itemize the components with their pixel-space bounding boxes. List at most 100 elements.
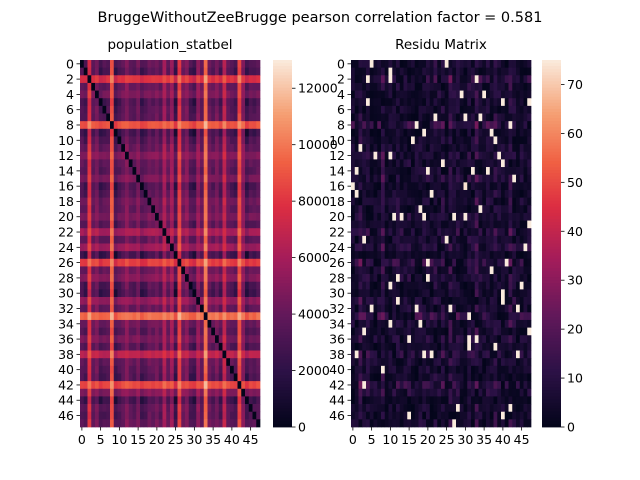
- heatmap-cell: [230, 167, 235, 176]
- heatmap-cell: [252, 228, 257, 237]
- heatmap-cell: [354, 182, 359, 191]
- heatmap-cell: [418, 266, 423, 275]
- heatmap-cell: [426, 365, 431, 374]
- heatmap-cell: [162, 266, 167, 275]
- heatmap-cell: [106, 144, 111, 153]
- heatmap-cell: [200, 75, 205, 84]
- heatmap-cell: [486, 67, 491, 76]
- heatmap-cell: [83, 281, 88, 290]
- y-tick-label: 40: [58, 362, 74, 377]
- heatmap-cell: [87, 90, 92, 99]
- heatmap-cell: [218, 151, 223, 160]
- heatmap-cell: [113, 189, 118, 198]
- heatmap-cell: [463, 189, 468, 198]
- heatmap-cell: [158, 350, 163, 359]
- heatmap-cell: [504, 220, 509, 229]
- heatmap-cell: [143, 381, 148, 390]
- colorbar-swatch: [542, 105, 561, 110]
- heatmap-cell: [121, 281, 126, 290]
- heatmap-cell: [136, 151, 141, 160]
- heatmap-cell: [418, 373, 423, 382]
- heatmap-cell: [486, 297, 491, 306]
- heatmap-cell: [158, 251, 163, 260]
- heatmap-cell: [102, 82, 107, 91]
- heatmap-cell: [215, 365, 220, 374]
- heatmap-cell: [519, 189, 524, 198]
- heatmap-cell: [140, 82, 145, 91]
- heatmap-cell: [459, 60, 464, 68]
- heatmap-cell: [456, 82, 461, 91]
- heatmap-cell: [200, 212, 205, 221]
- heatmap-cell: [98, 182, 103, 191]
- heatmap-cell: [166, 82, 171, 91]
- heatmap-cell: [392, 297, 397, 306]
- heatmap-cell: [369, 388, 374, 397]
- heatmap-cell: [132, 258, 137, 267]
- heatmap-cell: [482, 182, 487, 191]
- heatmap-cell: [497, 228, 502, 237]
- heatmap-cell: [351, 289, 356, 298]
- heatmap-cell: [444, 243, 449, 252]
- heatmap-cell: [140, 98, 145, 107]
- heatmap-cell: [241, 144, 246, 153]
- heatmap-cell: [230, 60, 235, 68]
- heatmap-cell: [351, 159, 356, 168]
- heatmap-cell: [132, 220, 137, 229]
- heatmap-cell: [211, 182, 216, 191]
- heatmap-cell: [523, 220, 528, 229]
- heatmap-cell: [366, 297, 371, 306]
- heatmap-cell: [388, 396, 393, 405]
- heatmap-cell: [422, 365, 427, 374]
- heatmap-cell: [155, 182, 160, 191]
- heatmap-cell: [170, 228, 175, 237]
- heatmap-cell: [411, 182, 416, 191]
- heatmap-cell: [117, 365, 122, 374]
- heatmap-cell: [373, 274, 378, 283]
- heatmap-cell: [523, 98, 528, 107]
- heatmap-cell: [381, 251, 386, 260]
- heatmap-cell: [136, 228, 141, 237]
- heatmap-cell: [456, 113, 461, 122]
- heatmap-cell: [358, 266, 363, 275]
- heatmap-cell: [373, 151, 378, 160]
- heatmap-cell: [456, 251, 461, 260]
- heatmap-cell: [486, 136, 491, 145]
- heatmap-cell: [215, 419, 220, 428]
- heatmap-cell: [493, 342, 498, 351]
- heatmap-cell: [117, 205, 122, 214]
- colorbar-swatch: [273, 341, 292, 345]
- heatmap-cell: [448, 212, 453, 221]
- heatmap-cell: [196, 358, 201, 367]
- heatmap-cell: [185, 312, 190, 321]
- heatmap-cell: [486, 289, 491, 298]
- heatmap-cell: [136, 358, 141, 367]
- heatmap-cell: [140, 243, 145, 252]
- heatmap-cell: [489, 411, 494, 420]
- heatmap-cell: [211, 121, 216, 130]
- heatmap-cell: [117, 251, 122, 260]
- heatmap-cell: [215, 136, 220, 145]
- heatmap-cell: [467, 121, 472, 130]
- heatmap-cell: [245, 312, 250, 321]
- heatmap-cell: [226, 335, 231, 344]
- heatmap-cell: [358, 159, 363, 168]
- heatmap-cell: [504, 60, 509, 68]
- heatmap-cell: [459, 411, 464, 420]
- heatmap-cell: [501, 113, 506, 122]
- heatmap-cell: [471, 90, 476, 99]
- heatmap-cell: [80, 75, 85, 84]
- heatmap-cell: [426, 419, 431, 428]
- heatmap-cell: [362, 396, 367, 405]
- heatmap-cell: [471, 289, 476, 298]
- heatmap-cell: [207, 174, 212, 183]
- heatmap-cell: [192, 258, 197, 267]
- heatmap-cell: [158, 258, 163, 267]
- y-tick-label: 0: [337, 56, 345, 71]
- heatmap-cell: [215, 197, 220, 206]
- heatmap-cell: [429, 312, 434, 321]
- heatmap-cell: [245, 304, 250, 313]
- heatmap-cell: [471, 212, 476, 221]
- heatmap-cell: [147, 342, 152, 351]
- heatmap-cell: [185, 144, 190, 153]
- heatmap-cell: [215, 281, 220, 290]
